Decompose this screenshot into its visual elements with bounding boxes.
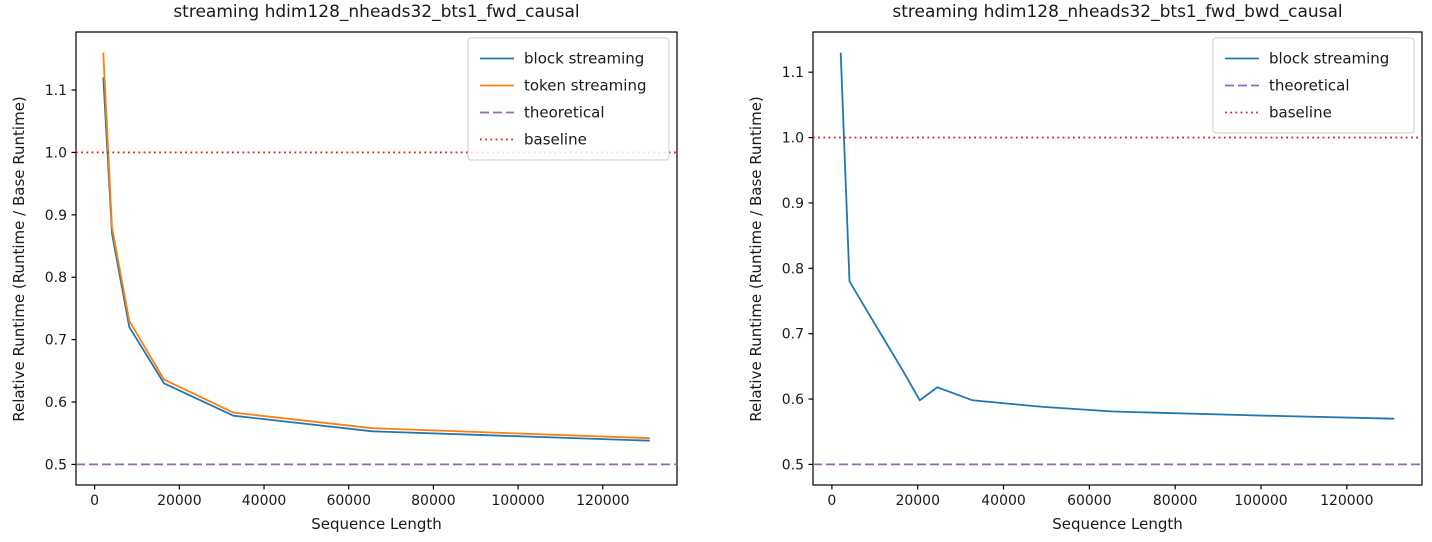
y-tick-label: 1.1 [782, 65, 804, 81]
x-tick-label: 60000 [1067, 493, 1112, 509]
y-tick-label: 0.9 [45, 208, 67, 224]
y-tick-label: 0.5 [45, 457, 67, 473]
legend-label-baseline: baseline [1269, 104, 1332, 122]
legend-label-block-streaming: block streaming [1269, 50, 1389, 68]
plot-canvas: 0 20000 40000 60000 80000 100000 120000 0.5 0.6 0… [782, 31, 1423, 509]
x-tick-label: 100000 [1234, 493, 1287, 509]
y-tick-label: 0.8 [45, 270, 67, 286]
chart-title: streaming hdim128_nheads32_bts1_fwd_caus… [173, 2, 580, 22]
legend-box [467, 37, 670, 161]
y-tick-label: 0.7 [45, 333, 67, 349]
x-tick-label: 80000 [411, 493, 456, 509]
plot-border [812, 31, 1423, 486]
x-tick-label: 20000 [895, 493, 940, 509]
y-tick-label: 0.9 [782, 196, 804, 212]
y-tick-label: 0.5 [782, 457, 804, 473]
x-tick-label: 40000 [981, 493, 1026, 509]
y-tick-label: 0.7 [782, 327, 804, 343]
x-tick-label: 80000 [1153, 493, 1198, 509]
legend-box [1212, 37, 1415, 134]
series-line-block-streaming [102, 77, 650, 442]
x-tick-label: 120000 [576, 493, 629, 509]
chart-title: streaming hdim128_nheads32_bts1_fwd_bwd_… [892, 2, 1343, 22]
x-tick-label: 0 [827, 493, 836, 509]
legend-label-theoretical: theoretical [524, 104, 605, 122]
y-tick-label: 0.8 [782, 261, 804, 277]
y-tick-label: 1.1 [45, 83, 67, 99]
plot-canvas: 0 20000 40000 60000 80000 100000 120000 0.5 0.6 0… [45, 31, 678, 509]
series-line-block-streaming [839, 52, 1395, 420]
legend-label-theoretical: theoretical [1269, 77, 1350, 95]
x-tick-label: 60000 [326, 493, 371, 509]
x-tick-label: 0 [90, 493, 99, 509]
y-tick-label: 1.0 [782, 131, 804, 147]
y-tick-label: 0.6 [45, 395, 67, 411]
y-tick-label: 1.0 [45, 145, 67, 161]
legend-label-block-streaming: block streaming [524, 50, 644, 68]
y-tick-label: 0.6 [782, 392, 804, 408]
legend-label-baseline: baseline [524, 131, 587, 149]
x-tick-label: 20000 [157, 493, 202, 509]
legend-label-token-streaming: token streaming [524, 77, 646, 95]
x-tick-label: 40000 [242, 493, 287, 509]
x-tick-label: 100000 [491, 493, 544, 509]
plot-border [75, 31, 678, 486]
x-axis-label: Sequence Length [1052, 515, 1183, 533]
x-axis-label: Sequence Length [311, 515, 442, 533]
chart-panel-fwd-causal: streaming hdim128_nheads32_bts1_fwd_caus… [10, 2, 678, 533]
chart-panel-fwd-bwd-causal: streaming hdim128_nheads32_bts1_fwd_bwd_… [716, 0, 1432, 542]
x-tick-label: 120000 [1320, 493, 1373, 509]
series-line-token-streaming [102, 52, 650, 440]
